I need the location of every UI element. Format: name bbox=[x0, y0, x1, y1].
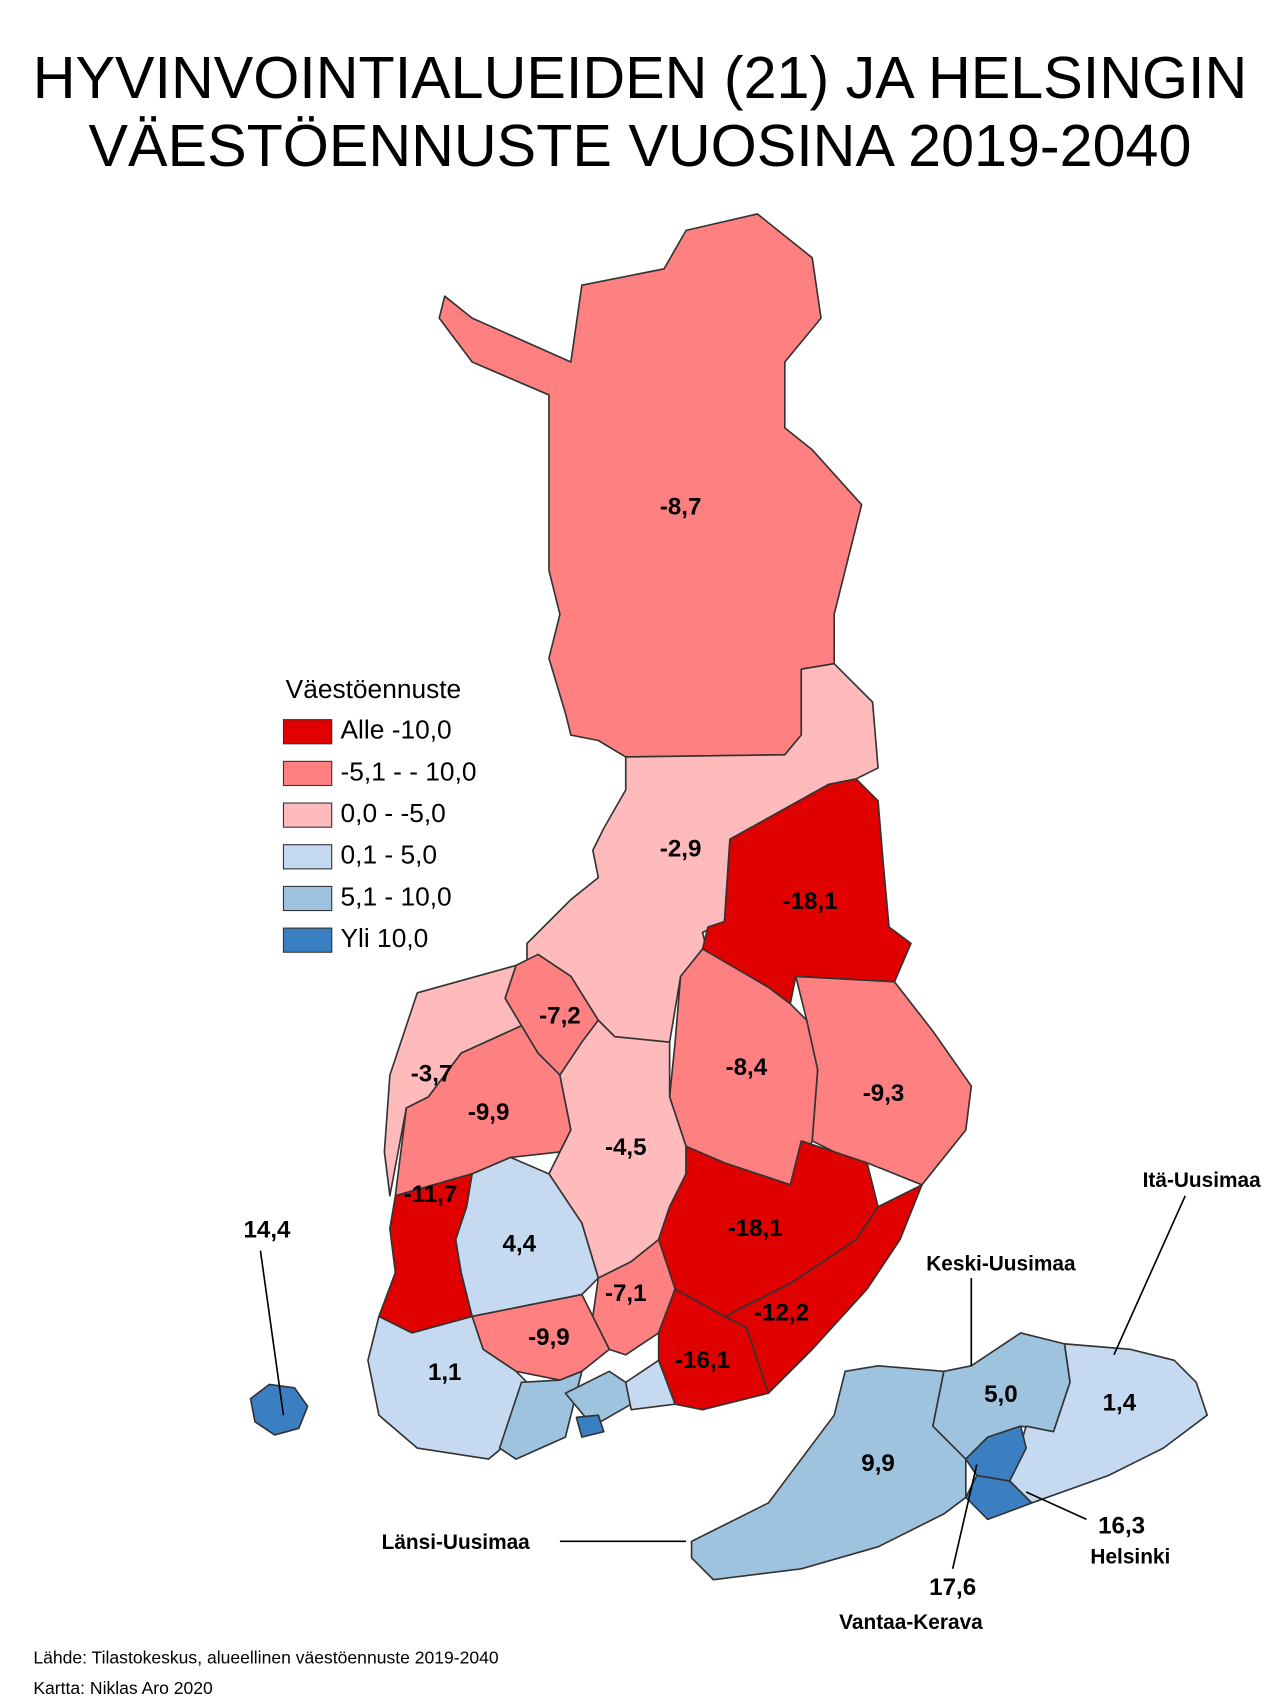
region-value: 5,0 bbox=[984, 1381, 1018, 1408]
region-shape bbox=[575, 1414, 605, 1438]
region-value: 4,4 bbox=[503, 1231, 537, 1258]
callout-line bbox=[1113, 1195, 1186, 1356]
region-value: -4,5 bbox=[605, 1134, 647, 1161]
region-value: -7,2 bbox=[539, 1002, 581, 1029]
legend-label: Alle -10,0 bbox=[341, 715, 452, 745]
region-shape bbox=[438, 213, 863, 758]
region-name: Keski-Uusimaa bbox=[926, 1252, 1076, 1275]
region-value: 9,9 bbox=[861, 1450, 895, 1477]
source: Kartta: Niklas Aro 2020 bbox=[33, 1678, 213, 1698]
legend-swatch bbox=[282, 802, 333, 828]
uusimaa-small bbox=[498, 1359, 676, 1460]
regions bbox=[249, 213, 1208, 1581]
legend-swatch bbox=[282, 719, 333, 745]
region-value: -8,7 bbox=[660, 493, 702, 520]
legend-swatch bbox=[282, 760, 333, 787]
region-value: -18,1 bbox=[728, 1215, 783, 1242]
region-value: 1,1 bbox=[428, 1359, 462, 1386]
title: VÄESTÖENNUSTE VUOSINA 2019-2040 bbox=[89, 112, 1192, 179]
region-value: 14,4 bbox=[244, 1216, 292, 1243]
region-name: Helsinki bbox=[1090, 1545, 1170, 1568]
region-value: -12,2 bbox=[754, 1300, 809, 1327]
region-value: -9,3 bbox=[863, 1080, 905, 1107]
region-value: -18,1 bbox=[783, 888, 838, 915]
region-value: -2,9 bbox=[660, 836, 702, 863]
region-value: -3,7 bbox=[411, 1060, 453, 1087]
legend-swatch bbox=[282, 885, 333, 912]
region-name: Vantaa-Kerava bbox=[839, 1611, 983, 1634]
region-value: -16,1 bbox=[675, 1347, 730, 1374]
region-value: -11,7 bbox=[404, 1181, 458, 1208]
legend-label: 5,1 - 10,0 bbox=[341, 881, 452, 911]
region-shape bbox=[723, 1183, 923, 1395]
region-shape bbox=[794, 975, 973, 1186]
legend: Väestöennuste Alle -10,0 -5,1 - - 10,0 0,0… bbox=[282, 674, 477, 953]
region-shape bbox=[498, 1370, 583, 1460]
legend-swatch bbox=[282, 927, 333, 953]
region-shape bbox=[1008, 1343, 1208, 1504]
callout-line bbox=[1025, 1491, 1087, 1521]
source: Lähde: Tilastokeskus, alueellinen väestö… bbox=[33, 1647, 499, 1667]
legend-swatch bbox=[282, 844, 333, 870]
legend-title: Väestöennuste bbox=[286, 674, 462, 704]
legend-label: 0,0 - -5,0 bbox=[341, 798, 446, 828]
legend-label: -5,1 - - 10,0 bbox=[341, 756, 477, 786]
region-value: 17,6 bbox=[929, 1574, 976, 1601]
region-shape bbox=[249, 1383, 309, 1436]
title: HYVINVOINTIALUEIDEN (21) JA HELSINGIN bbox=[33, 44, 1248, 111]
region-value: 1,4 bbox=[1103, 1390, 1137, 1417]
region-value: -9,9 bbox=[528, 1324, 570, 1351]
callout-line bbox=[951, 1464, 978, 1569]
region-shape bbox=[624, 1359, 676, 1411]
region-shape bbox=[964, 1474, 1033, 1521]
region-value: -8,4 bbox=[726, 1054, 768, 1081]
legend-label: 0,1 - 5,0 bbox=[341, 840, 438, 870]
callout-line bbox=[259, 1250, 285, 1416]
region-value: -9,9 bbox=[468, 1099, 510, 1126]
region-name: Länsi-Uusimaa bbox=[382, 1531, 531, 1554]
region-name: Itä-Uusimaa bbox=[1143, 1169, 1261, 1192]
region-value: 16,3 bbox=[1098, 1512, 1145, 1539]
region-value: -7,1 bbox=[605, 1280, 647, 1307]
legend-label: Yli 10,0 bbox=[341, 923, 429, 953]
